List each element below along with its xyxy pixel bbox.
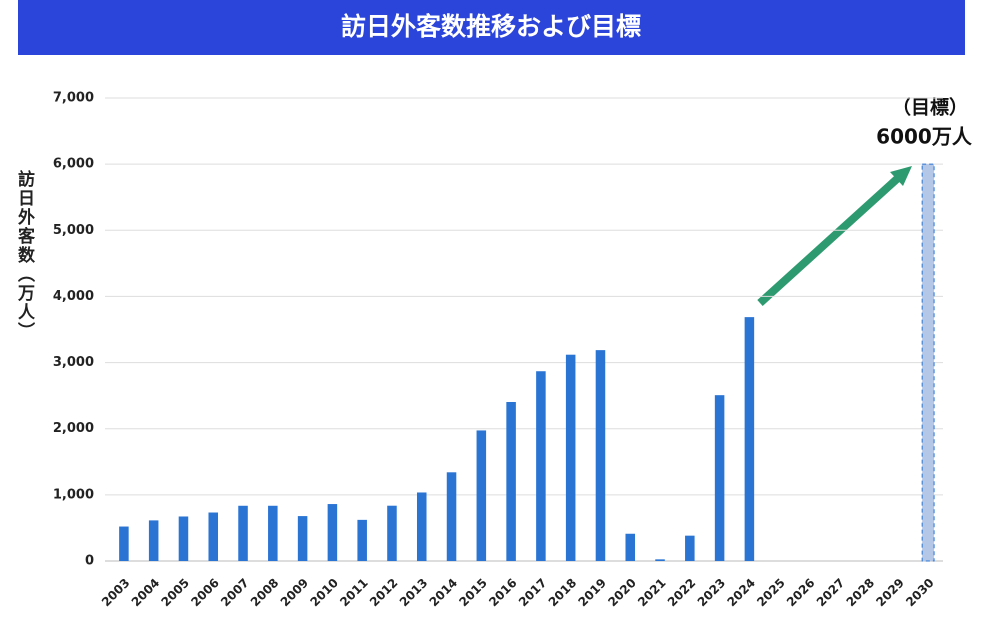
x-tick-label: 2015	[456, 576, 490, 610]
x-tick-label: 2029	[873, 576, 907, 610]
bar	[148, 520, 159, 561]
bar	[655, 559, 665, 561]
bar	[178, 516, 189, 561]
bar	[327, 504, 338, 561]
bar	[714, 395, 725, 561]
bar	[565, 354, 576, 561]
x-tick-label: 2023	[695, 576, 729, 610]
x-tick-label: 2010	[307, 576, 341, 610]
bar	[297, 516, 308, 561]
x-tick-label: 2019	[576, 576, 610, 610]
x-tick-label: 2025	[754, 576, 788, 610]
y-tick-label: 0	[85, 554, 94, 569]
x-tick-label: 2026	[784, 576, 818, 610]
bar	[446, 472, 457, 561]
y-tick-label: 6,000	[53, 157, 94, 172]
y-axis-label: 訪日外客数（万人）	[14, 170, 34, 341]
x-tick-label: 2021	[635, 576, 669, 610]
x-tick-label: 2007	[218, 576, 252, 610]
bar	[238, 505, 248, 561]
x-tick-label: 2020	[605, 576, 639, 610]
bar	[625, 533, 636, 561]
x-tick-label: 2012	[367, 576, 401, 610]
bar	[476, 430, 487, 561]
x-tick-label: 2006	[188, 576, 222, 610]
x-tick-label: 2003	[99, 576, 133, 610]
x-tick-label: 2005	[159, 576, 193, 610]
annotation: 6000万人	[876, 125, 973, 149]
arrow	[757, 175, 901, 306]
y-tick-label: 1,000	[53, 487, 94, 502]
bar	[536, 371, 546, 561]
y-tick-label: 5,000	[53, 223, 94, 238]
bar	[416, 492, 427, 561]
x-tick-label: 2009	[278, 576, 312, 610]
x-tick-label: 2028	[844, 576, 878, 610]
x-tick-label: 2017	[516, 576, 550, 610]
x-tick-label: 2022	[665, 576, 699, 610]
annotation: （目標）	[892, 96, 968, 119]
bar	[921, 163, 935, 562]
bar	[595, 350, 606, 561]
x-tick-label: 2008	[248, 576, 282, 610]
x-tick-label: 2011	[337, 576, 371, 610]
bar	[119, 526, 129, 561]
y-tick-label: 3,000	[53, 355, 94, 370]
y-tick-label: 4,000	[53, 289, 94, 304]
bar	[744, 317, 755, 561]
bar	[268, 505, 278, 561]
title-banner	[18, 0, 965, 55]
bar	[506, 401, 516, 561]
bar	[685, 535, 695, 561]
chart-title: 訪日外客数推移および目標	[341, 12, 641, 41]
bar	[208, 512, 219, 561]
x-tick-label: 2030	[903, 576, 937, 610]
x-tick-label: 2027	[814, 576, 848, 610]
x-tick-label: 2004	[129, 576, 163, 610]
x-tick-label: 2024	[724, 576, 758, 610]
bar	[387, 505, 397, 561]
arrow-head	[890, 166, 912, 186]
bar	[357, 519, 367, 561]
x-tick-label: 2018	[546, 576, 580, 610]
y-tick-label: 7,000	[53, 91, 94, 106]
x-tick-label: 2013	[397, 576, 431, 610]
y-tick-label: 2,000	[53, 421, 94, 436]
x-tick-label: 2016	[486, 576, 520, 610]
x-tick-label: 2014	[427, 576, 461, 610]
